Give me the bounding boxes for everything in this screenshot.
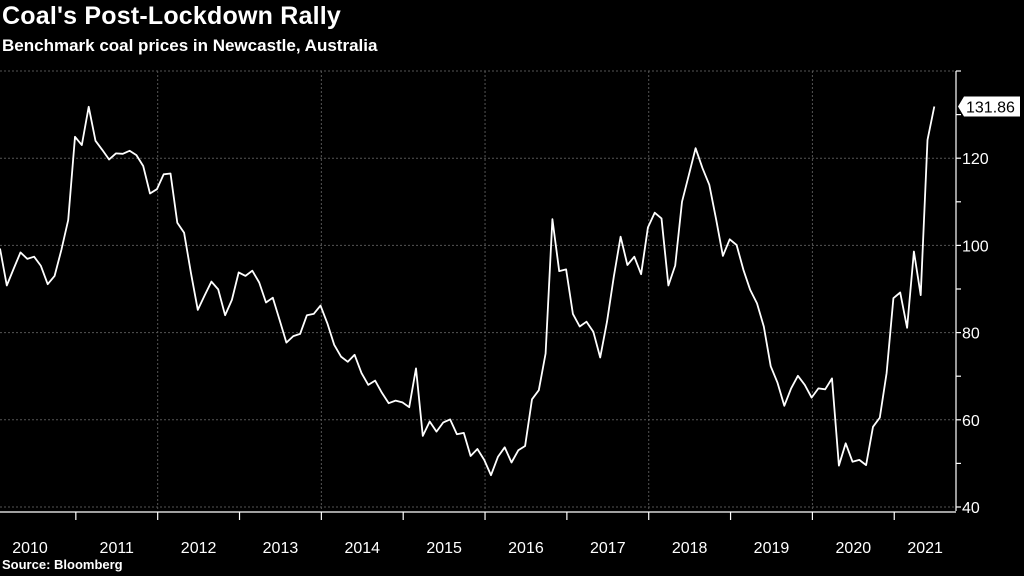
x-tick-label: 2020: [836, 540, 872, 557]
y-tick-label: 60: [962, 413, 980, 430]
last-value-callout: [958, 96, 1020, 117]
y-tick-label: 80: [962, 326, 980, 343]
last-value-label: 131.86: [966, 99, 1015, 116]
y-tick-label: 100: [962, 238, 989, 255]
y-tick-label: 40: [962, 500, 980, 517]
x-tick-label: 2013: [263, 540, 299, 557]
x-tick-label: 2011: [100, 540, 135, 557]
x-tick-label: 2016: [508, 540, 544, 557]
x-tick-label: 2015: [426, 540, 462, 557]
y-tick-label: 120: [962, 151, 989, 168]
x-tick-label: 2017: [590, 540, 626, 557]
x-tick-label: 2012: [181, 540, 217, 557]
x-tick-label: 2019: [754, 540, 790, 557]
x-tick-label: 2010: [12, 540, 48, 557]
source-note: Source: Bloomberg: [2, 557, 123, 572]
price-line: [0, 105, 936, 477]
chart-title: Coal's Post-Lockdown Rally: [2, 2, 341, 30]
x-tick-label: 2021: [907, 540, 943, 557]
x-tick-label: 2018: [672, 540, 708, 557]
x-tick-label: 2014: [344, 540, 380, 557]
chart-subtitle: Benchmark coal prices in Newcastle, Aust…: [2, 36, 378, 55]
